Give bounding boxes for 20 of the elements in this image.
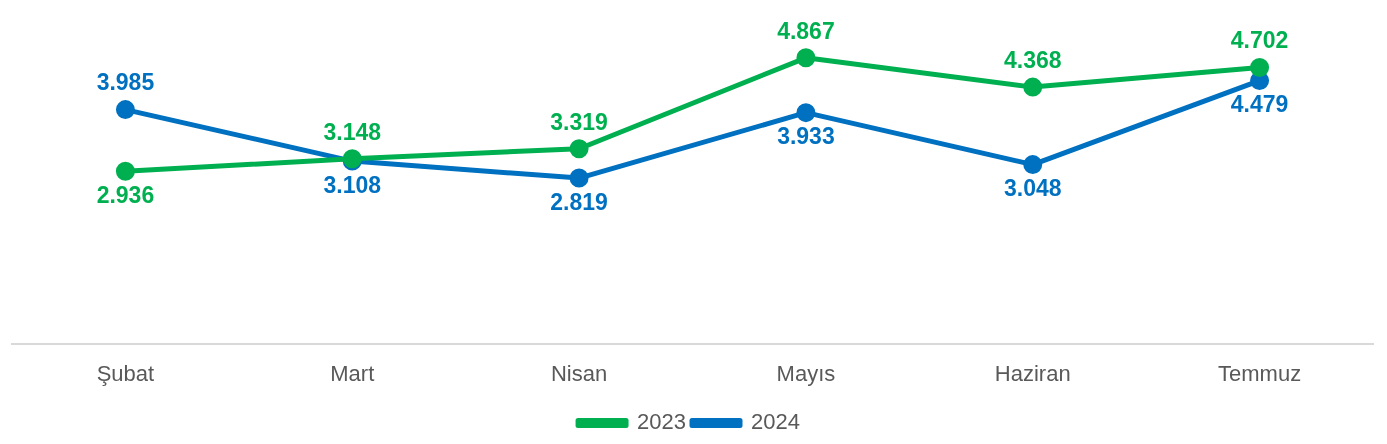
- data-label: 3.048: [1003, 175, 1062, 202]
- data-label: 4.702: [1230, 27, 1289, 54]
- x-tick-label: Nisan: [550, 360, 608, 386]
- data-label: 4.479: [1230, 91, 1289, 118]
- legend-label: 2024: [751, 409, 800, 435]
- x-tick-label: Temmuz: [1218, 360, 1302, 386]
- data-label: 2.936: [96, 182, 155, 209]
- data-label: 4.368: [1003, 46, 1062, 73]
- data-label: 3.108: [323, 171, 382, 198]
- x-tick-label: Şubat: [96, 360, 155, 386]
- x-tick-label: Haziran: [994, 360, 1071, 386]
- x-tick-label: Mart: [330, 360, 375, 386]
- legend-label: 2023: [637, 409, 687, 435]
- data-label: 3.933: [777, 123, 835, 150]
- data-label: 4.867: [777, 17, 835, 44]
- data-label: 3.319: [550, 108, 608, 135]
- x-tick-label: Mayıs: [776, 360, 836, 386]
- data-label: 3.985: [96, 69, 155, 96]
- data-label: 3.148: [323, 118, 382, 145]
- data-label: 2.819: [550, 188, 608, 215]
